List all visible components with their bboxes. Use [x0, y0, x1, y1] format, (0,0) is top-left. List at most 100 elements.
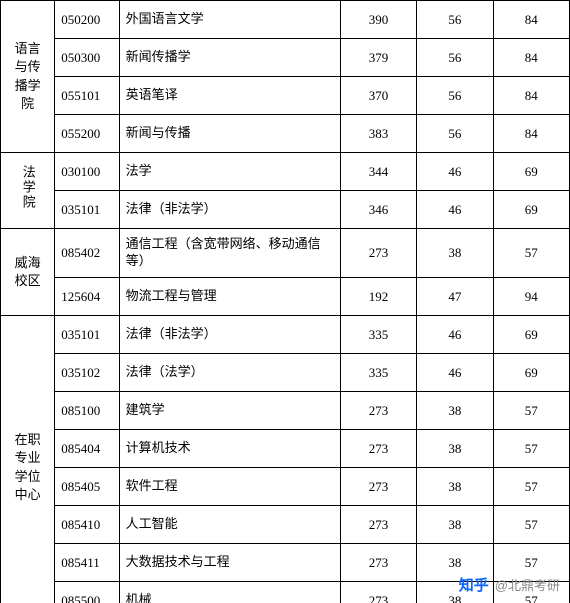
score-cell-1: 273 [340, 468, 416, 506]
score-table: 语言与传播学院050200外国语言文学3905684050300新闻传播学379… [0, 0, 570, 603]
score-cell-1: 379 [340, 39, 416, 77]
code-cell: 085411 [55, 544, 119, 582]
table-row: 085404计算机技术2733857 [1, 430, 570, 468]
score-cell-1: 273 [340, 392, 416, 430]
score-cell-3: 57 [493, 506, 569, 544]
score-cell-3: 57 [493, 582, 569, 603]
score-cell-3: 84 [493, 39, 569, 77]
score-cell-1: 335 [340, 316, 416, 354]
score-cell-2: 38 [417, 582, 493, 603]
score-cell-1: 344 [340, 153, 416, 191]
major-cell: 人工智能 [119, 506, 340, 544]
major-cell: 物流工程与管理 [119, 278, 340, 316]
score-cell-2: 38 [417, 229, 493, 278]
table-row: 085411大数据技术与工程2733857 [1, 544, 570, 582]
score-cell-2: 47 [417, 278, 493, 316]
score-cell-3: 69 [493, 316, 569, 354]
score-cell-1: 370 [340, 77, 416, 115]
score-cell-3: 69 [493, 354, 569, 392]
major-cell: 软件工程 [119, 468, 340, 506]
major-cell: 法律（非法学） [119, 316, 340, 354]
table-row: 在职专业学位中心035101法律（非法学）3354669 [1, 316, 570, 354]
score-cell-2: 46 [417, 191, 493, 229]
code-cell: 035101 [55, 316, 119, 354]
table-row: 语言与传播学院050200外国语言文学3905684 [1, 1, 570, 39]
table-row: 035101法律（非法学）3464669 [1, 191, 570, 229]
score-cell-2: 38 [417, 392, 493, 430]
major-cell: 法学 [119, 153, 340, 191]
department-cell: 语言与传播学院 [1, 1, 55, 153]
major-cell: 通信工程（含宽带网络、移动通信等） [119, 229, 340, 278]
code-cell: 085402 [55, 229, 119, 278]
score-cell-3: 57 [493, 229, 569, 278]
score-cell-2: 46 [417, 153, 493, 191]
code-cell: 125604 [55, 278, 119, 316]
table-row: 055200新闻与传播3835684 [1, 115, 570, 153]
score-cell-3: 94 [493, 278, 569, 316]
score-cell-2: 46 [417, 354, 493, 392]
score-cell-1: 273 [340, 430, 416, 468]
code-cell: 085100 [55, 392, 119, 430]
score-cell-2: 56 [417, 77, 493, 115]
code-cell: 085404 [55, 430, 119, 468]
score-cell-3: 57 [493, 544, 569, 582]
score-cell-1: 273 [340, 544, 416, 582]
score-cell-3: 84 [493, 77, 569, 115]
score-cell-1: 273 [340, 582, 416, 603]
table-row: 050300新闻传播学3795684 [1, 39, 570, 77]
table-row: 威海校区085402通信工程（含宽带网络、移动通信等）2733857 [1, 229, 570, 278]
code-cell: 085405 [55, 468, 119, 506]
code-cell: 030100 [55, 153, 119, 191]
code-cell: 050300 [55, 39, 119, 77]
major-cell: 计算机技术 [119, 430, 340, 468]
code-cell: 035101 [55, 191, 119, 229]
code-cell: 055200 [55, 115, 119, 153]
major-cell: 法律（法学） [119, 354, 340, 392]
score-cell-1: 273 [340, 229, 416, 278]
table-row: 法学院030100法学3444669 [1, 153, 570, 191]
code-cell: 085500 [55, 582, 119, 603]
score-cell-3: 69 [493, 191, 569, 229]
score-cell-3: 57 [493, 468, 569, 506]
score-cell-2: 46 [417, 316, 493, 354]
score-cell-2: 56 [417, 39, 493, 77]
major-cell: 外国语言文学 [119, 1, 340, 39]
code-cell: 055101 [55, 77, 119, 115]
score-cell-3: 57 [493, 430, 569, 468]
code-cell: 085410 [55, 506, 119, 544]
table-row: 085500机械2733857 [1, 582, 570, 603]
department-cell: 威海校区 [1, 229, 55, 316]
table-row: 125604物流工程与管理1924794 [1, 278, 570, 316]
code-cell: 050200 [55, 1, 119, 39]
major-cell: 新闻与传播 [119, 115, 340, 153]
score-cell-2: 56 [417, 115, 493, 153]
department-cell: 法学院 [1, 153, 55, 229]
major-cell: 英语笔译 [119, 77, 340, 115]
major-cell: 新闻传播学 [119, 39, 340, 77]
major-cell: 建筑学 [119, 392, 340, 430]
major-cell: 机械 [119, 582, 340, 603]
major-cell: 法律（非法学） [119, 191, 340, 229]
score-cell-2: 38 [417, 544, 493, 582]
score-cell-2: 38 [417, 468, 493, 506]
table-row: 085410人工智能2733857 [1, 506, 570, 544]
code-cell: 035102 [55, 354, 119, 392]
table-row: 035102法律（法学）3354669 [1, 354, 570, 392]
major-cell: 大数据技术与工程 [119, 544, 340, 582]
score-cell-2: 38 [417, 430, 493, 468]
score-cell-1: 192 [340, 278, 416, 316]
score-cell-1: 383 [340, 115, 416, 153]
score-cell-3: 69 [493, 153, 569, 191]
score-cell-2: 38 [417, 506, 493, 544]
score-cell-1: 335 [340, 354, 416, 392]
score-cell-3: 84 [493, 1, 569, 39]
score-cell-3: 57 [493, 392, 569, 430]
score-cell-1: 273 [340, 506, 416, 544]
table-row: 085100建筑学2733857 [1, 392, 570, 430]
table-row: 085405软件工程2733857 [1, 468, 570, 506]
department-cell: 在职专业学位中心 [1, 316, 55, 603]
score-cell-2: 56 [417, 1, 493, 39]
score-cell-3: 84 [493, 115, 569, 153]
table-row: 055101英语笔译3705684 [1, 77, 570, 115]
score-cell-1: 390 [340, 1, 416, 39]
